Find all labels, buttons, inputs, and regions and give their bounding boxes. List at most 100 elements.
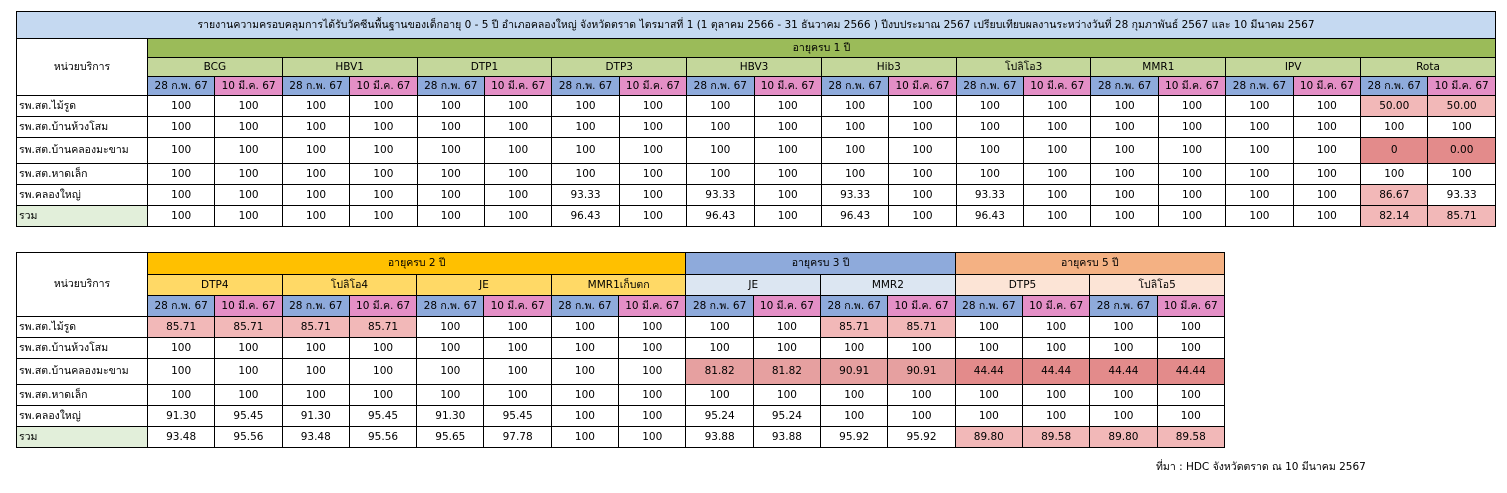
unit-header: หน่วยบริการ [16, 252, 148, 317]
coverage-value: 50.00 [1360, 95, 1429, 117]
coverage-value: 85.71 [1427, 205, 1496, 227]
coverage-value: 100 [146, 205, 216, 227]
coverage-value: 100 [348, 358, 418, 385]
vaccine-header: โปลิโอ3 [955, 57, 1092, 77]
coverage-value: 100 [349, 137, 418, 164]
coverage-value: 90.91 [820, 358, 889, 385]
unit-name: รพ.สต.บ้านคลองมะขาม [16, 137, 148, 164]
date-header: 28 ก.พ. 67 [146, 76, 216, 96]
coverage-value: 100 [214, 384, 283, 406]
coverage-value: 96.43 [686, 205, 755, 227]
date-header: 10 มี.ค. 67 [1292, 76, 1362, 96]
coverage-value: 100 [550, 405, 620, 427]
vaccine-header: MMR1 [1090, 57, 1227, 77]
date-header: 10 มี.ค. 67 [752, 295, 822, 317]
unit-name: รพ.สต.ไม้รูด [16, 316, 148, 338]
coverage-value: 50.00 [1427, 95, 1496, 117]
coverage-value: 100 [416, 95, 485, 117]
date-header: 10 มี.ค. 67 [618, 76, 688, 96]
coverage-value: 100 [1225, 95, 1294, 117]
coverage-value: 100 [1157, 205, 1227, 227]
coverage-value: 100 [618, 137, 688, 164]
coverage-value: 100 [955, 137, 1025, 164]
coverage-value: 100 [686, 163, 755, 185]
coverage-value: 95.56 [214, 426, 283, 448]
unit-name: รพ.คลองใหญ่ [16, 184, 148, 206]
coverage-value: 100 [483, 137, 553, 164]
coverage-value: 100 [1023, 116, 1092, 138]
coverage-value: 100 [753, 137, 822, 164]
age-group-header: อายุครบ 1 ปี [147, 38, 1496, 58]
coverage-value: 100 [887, 405, 956, 427]
coverage-value: 85.71 [820, 316, 889, 338]
coverage-value: 100 [753, 163, 822, 185]
coverage-value: 100 [348, 384, 418, 406]
coverage-value: 100 [1292, 163, 1362, 185]
date-header: 28 ก.พ. 67 [954, 295, 1023, 317]
coverage-value: 100 [954, 337, 1023, 359]
date-header: 28 ก.พ. 67 [146, 295, 216, 317]
vaccine-header: JE [685, 274, 822, 296]
coverage-value: 100 [752, 316, 822, 338]
unit-name: รวม [16, 205, 148, 227]
coverage-value: 100 [686, 116, 755, 138]
coverage-value: 100 [146, 163, 216, 185]
coverage-value: 100 [349, 163, 418, 185]
coverage-value: 93.48 [146, 426, 216, 448]
coverage-value: 100 [1021, 384, 1091, 406]
coverage-value: 100 [1090, 95, 1159, 117]
date-header: 28 ก.พ. 67 [1089, 295, 1158, 317]
coverage-value: 100 [281, 95, 351, 117]
coverage-value: 100 [1156, 316, 1225, 338]
coverage-value: 100 [1090, 205, 1159, 227]
coverage-value: 100 [416, 184, 485, 206]
coverage-value: 100 [1157, 163, 1227, 185]
coverage-value: 100 [820, 116, 890, 138]
date-header: 28 ก.พ. 67 [820, 295, 889, 317]
coverage-value: 100 [1089, 384, 1158, 406]
coverage-value: 89.80 [1089, 426, 1158, 448]
date-header: 10 มี.ค. 67 [1156, 295, 1225, 317]
coverage-value: 100 [551, 95, 620, 117]
coverage-value: 95.24 [752, 405, 822, 427]
coverage-value: 100 [618, 95, 688, 117]
date-header: 10 มี.ค. 67 [753, 76, 822, 96]
coverage-value: 85.71 [887, 316, 956, 338]
coverage-value: 100 [483, 337, 552, 359]
unit-name: รพ.คลองใหญ่ [16, 405, 148, 427]
coverage-value: 100 [1023, 137, 1092, 164]
coverage-value: 100 [1089, 405, 1158, 427]
coverage-value: 100 [281, 184, 351, 206]
coverage-value: 100 [888, 95, 957, 117]
coverage-value: 93.48 [281, 426, 350, 448]
table-row: รพ.สต.ไม้รูด 100 100 100 100 100 100 100 100 100 1… [16, 95, 1496, 117]
table-row: รพ.สต.บ้านคลองมะขาม 100 100 100 100 100 100 100… [16, 358, 1225, 385]
vaccine-header: MMR2 [820, 274, 956, 296]
coverage-value: 100 [1090, 116, 1159, 138]
coverage-value: 100 [685, 316, 754, 338]
coverage-value: 91.30 [146, 405, 216, 427]
coverage-value: 100 [954, 316, 1023, 338]
coverage-value: 100 [146, 184, 216, 206]
coverage-value: 100 [550, 316, 620, 338]
unit-header: หน่วยบริการ [16, 38, 148, 96]
coverage-value: 100 [686, 137, 755, 164]
unit-name: รพ.สต.หาดเล็ก [16, 384, 148, 406]
coverage-value: 100 [820, 405, 889, 427]
coverage-value: 91.30 [281, 405, 350, 427]
date-header: 10 มี.ค. 67 [483, 76, 553, 96]
coverage-value: 100 [416, 137, 485, 164]
coverage-value: 100 [214, 163, 283, 185]
coverage-value: 100 [1225, 163, 1294, 185]
coverage-value: 100 [618, 205, 688, 227]
coverage-value: 100 [281, 337, 350, 359]
vaccine-header: IPV [1225, 57, 1362, 77]
coverage-value: 85.71 [281, 316, 350, 338]
coverage-value: 81.82 [685, 358, 754, 385]
coverage-value: 100 [618, 426, 687, 448]
table-row: รพ.คลองใหญ่ 100 100 100 100 100 100 93.33 100 93.… [16, 184, 1496, 206]
coverage-value: 100 [146, 95, 216, 117]
coverage-value: 44.44 [1021, 358, 1091, 385]
coverage-value: 91.30 [416, 405, 485, 427]
coverage-value: 100 [888, 205, 957, 227]
